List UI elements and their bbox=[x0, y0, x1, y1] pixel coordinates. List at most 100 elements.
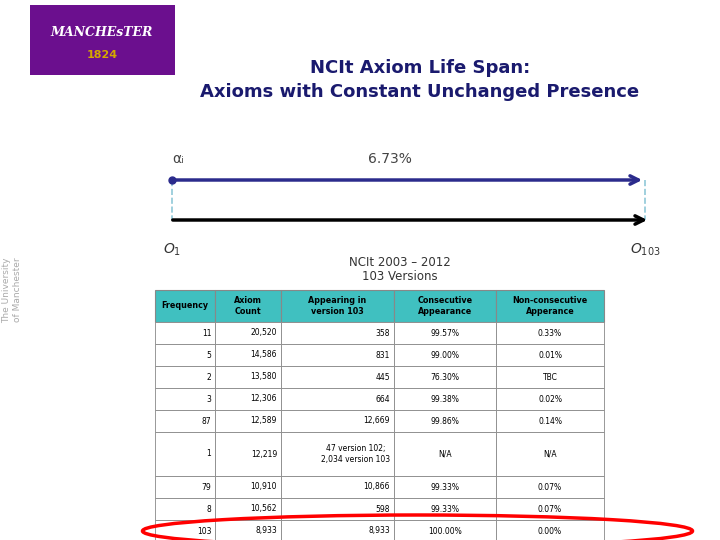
Bar bbox=[394, 410, 496, 432]
Bar bbox=[30, 5, 175, 75]
Bar bbox=[281, 388, 394, 410]
Text: 831: 831 bbox=[376, 350, 390, 360]
Text: 100.00%: 100.00% bbox=[428, 526, 462, 536]
Bar bbox=[496, 498, 604, 520]
Bar bbox=[155, 388, 215, 410]
Text: 76.30%: 76.30% bbox=[431, 373, 459, 381]
Bar bbox=[281, 498, 394, 520]
Text: 10,866: 10,866 bbox=[364, 483, 390, 491]
Bar bbox=[394, 476, 496, 498]
Bar bbox=[496, 520, 604, 540]
Bar bbox=[155, 322, 215, 344]
Bar bbox=[281, 290, 394, 322]
Text: 0.07%: 0.07% bbox=[538, 504, 562, 514]
Bar bbox=[155, 476, 215, 498]
Bar bbox=[496, 290, 604, 322]
Text: 103 Versions: 103 Versions bbox=[362, 271, 438, 284]
Bar bbox=[281, 410, 394, 432]
Text: 12,219: 12,219 bbox=[251, 449, 277, 458]
Bar bbox=[281, 432, 394, 476]
Bar bbox=[281, 476, 394, 498]
Text: 10,910: 10,910 bbox=[251, 483, 277, 491]
Text: 8,933: 8,933 bbox=[256, 526, 277, 536]
Bar bbox=[394, 498, 496, 520]
Text: 99.38%: 99.38% bbox=[431, 395, 459, 403]
Bar bbox=[281, 366, 394, 388]
Text: 2: 2 bbox=[207, 373, 212, 381]
Text: αᵢ: αᵢ bbox=[172, 152, 184, 166]
Bar bbox=[496, 476, 604, 498]
Bar bbox=[155, 344, 215, 366]
Bar bbox=[155, 410, 215, 432]
Text: $O_{103}$: $O_{103}$ bbox=[630, 242, 660, 259]
Bar bbox=[394, 432, 496, 476]
Bar bbox=[496, 410, 604, 432]
Text: 6.73%: 6.73% bbox=[368, 152, 412, 166]
Bar bbox=[155, 432, 215, 476]
Text: 0.01%: 0.01% bbox=[538, 350, 562, 360]
Text: The University
of Manchester: The University of Manchester bbox=[2, 257, 22, 323]
Bar bbox=[215, 388, 281, 410]
Text: Frequency: Frequency bbox=[161, 301, 209, 310]
Bar bbox=[215, 366, 281, 388]
Text: 12,669: 12,669 bbox=[364, 416, 390, 426]
Text: 10,562: 10,562 bbox=[251, 504, 277, 514]
Text: 47 version 102;
2,034 version 103: 47 version 102; 2,034 version 103 bbox=[320, 444, 390, 464]
Bar bbox=[394, 520, 496, 540]
Text: 99.00%: 99.00% bbox=[431, 350, 459, 360]
Text: 99.33%: 99.33% bbox=[431, 504, 459, 514]
Text: 358: 358 bbox=[375, 328, 390, 338]
Text: 99.33%: 99.33% bbox=[431, 483, 459, 491]
Text: NCIt Axiom Life Span:: NCIt Axiom Life Span: bbox=[310, 59, 530, 77]
Text: TBC: TBC bbox=[543, 373, 557, 381]
Bar bbox=[496, 344, 604, 366]
Text: 99.86%: 99.86% bbox=[431, 416, 459, 426]
Bar bbox=[155, 520, 215, 540]
Text: 3: 3 bbox=[207, 395, 212, 403]
Text: 79: 79 bbox=[202, 483, 212, 491]
Bar bbox=[394, 322, 496, 344]
Bar bbox=[281, 344, 394, 366]
Bar bbox=[496, 388, 604, 410]
Text: 8: 8 bbox=[207, 504, 212, 514]
Text: Axiom
Count: Axiom Count bbox=[234, 296, 262, 316]
Text: 0.07%: 0.07% bbox=[538, 483, 562, 491]
Text: 8,933: 8,933 bbox=[368, 526, 390, 536]
Text: N/A: N/A bbox=[438, 449, 452, 458]
Bar bbox=[215, 344, 281, 366]
Bar bbox=[394, 344, 496, 366]
Text: 12,589: 12,589 bbox=[251, 416, 277, 426]
Bar bbox=[281, 322, 394, 344]
Bar bbox=[155, 366, 215, 388]
Text: Axioms with Constant Unchanged Presence: Axioms with Constant Unchanged Presence bbox=[200, 83, 639, 101]
Text: Consecutive
Appearance: Consecutive Appearance bbox=[418, 296, 472, 316]
Text: 20,520: 20,520 bbox=[251, 328, 277, 338]
Text: 0.00%: 0.00% bbox=[538, 526, 562, 536]
Bar bbox=[496, 322, 604, 344]
Bar bbox=[215, 476, 281, 498]
Text: 99.57%: 99.57% bbox=[431, 328, 459, 338]
Text: Non-consecutive
Apperance: Non-consecutive Apperance bbox=[513, 296, 588, 316]
Bar bbox=[394, 388, 496, 410]
Text: 598: 598 bbox=[375, 504, 390, 514]
Text: 14,586: 14,586 bbox=[251, 350, 277, 360]
Bar bbox=[394, 366, 496, 388]
Bar bbox=[215, 322, 281, 344]
Text: 445: 445 bbox=[375, 373, 390, 381]
Text: $O_1$: $O_1$ bbox=[163, 242, 181, 259]
Bar bbox=[215, 498, 281, 520]
Bar bbox=[496, 366, 604, 388]
Text: 87: 87 bbox=[202, 416, 212, 426]
Bar bbox=[155, 290, 215, 322]
Text: 103: 103 bbox=[197, 526, 212, 536]
Text: Appearing in
version 103: Appearing in version 103 bbox=[308, 296, 366, 316]
Text: 0.02%: 0.02% bbox=[538, 395, 562, 403]
Text: 12,306: 12,306 bbox=[251, 395, 277, 403]
Bar bbox=[155, 498, 215, 520]
Text: 0.33%: 0.33% bbox=[538, 328, 562, 338]
Text: 13,580: 13,580 bbox=[251, 373, 277, 381]
Text: 11: 11 bbox=[202, 328, 212, 338]
Bar bbox=[215, 520, 281, 540]
Text: 1: 1 bbox=[207, 449, 212, 458]
Text: N/A: N/A bbox=[544, 449, 557, 458]
